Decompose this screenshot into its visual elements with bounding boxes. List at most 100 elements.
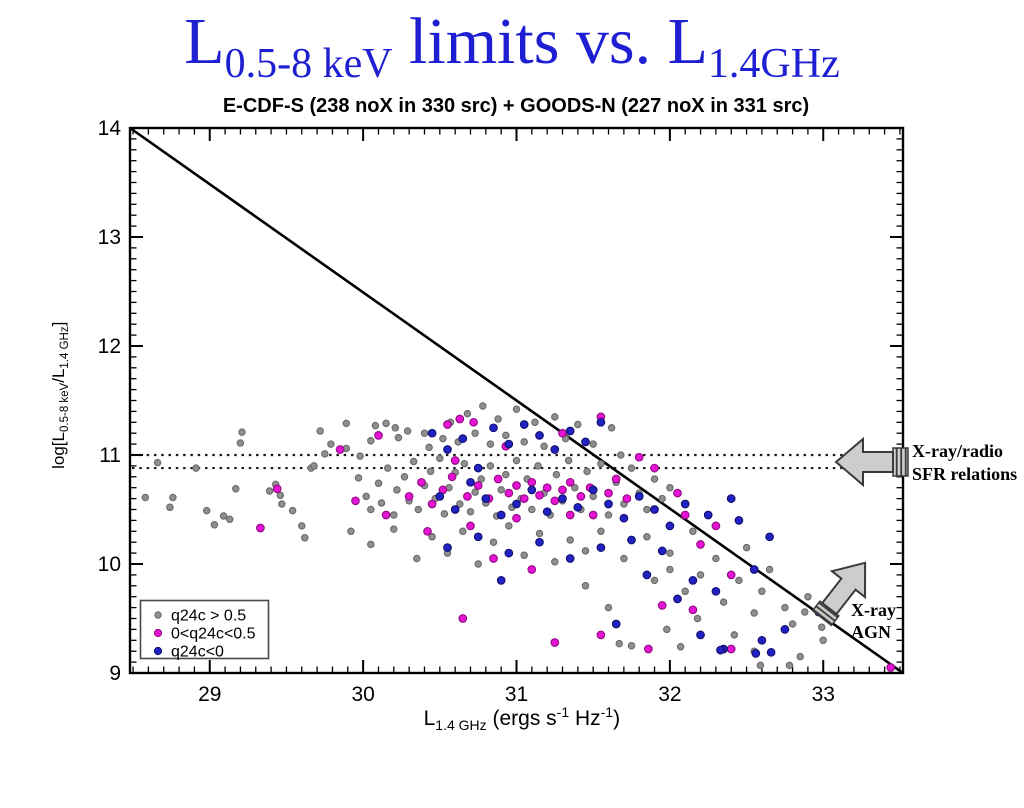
data-point (512, 513, 521, 523)
y-tick-label: 11 (99, 444, 121, 467)
y-tick-label: 14 (98, 117, 122, 140)
data-point (374, 431, 383, 440)
data-point (711, 521, 721, 531)
x-tick-label: 30 (351, 683, 374, 706)
data-point (232, 485, 240, 493)
data-point (788, 620, 797, 628)
data-point (404, 492, 414, 501)
data-point (781, 603, 789, 612)
data-point (531, 418, 539, 427)
data-point (496, 576, 506, 585)
data-point (473, 463, 483, 473)
data-point (276, 491, 285, 500)
data-point (596, 543, 606, 552)
data-point (502, 431, 510, 440)
data-point (382, 419, 390, 428)
data-point (566, 536, 574, 544)
data-point (512, 405, 521, 413)
data-point (450, 505, 460, 514)
data-point (565, 510, 575, 520)
data-point (801, 608, 809, 616)
data-point (265, 487, 274, 495)
data-point (576, 492, 586, 501)
data-point (597, 459, 605, 468)
data-point (367, 437, 375, 445)
data-point (588, 485, 598, 495)
data-point (588, 510, 598, 520)
data-point (673, 594, 682, 604)
data-point (607, 424, 616, 432)
data-point (643, 505, 651, 514)
data-point (427, 499, 437, 509)
data-point (436, 454, 444, 463)
data-point (558, 428, 567, 438)
data-point (749, 565, 759, 574)
data-point (420, 429, 429, 437)
data-point (644, 644, 653, 654)
data-point (756, 661, 765, 670)
data-point (502, 470, 510, 479)
data-point (819, 636, 827, 645)
data-point (535, 537, 544, 547)
data-point (527, 477, 537, 487)
data-point (657, 601, 667, 610)
data-point (627, 535, 636, 545)
data-point (458, 434, 468, 443)
data-point (620, 554, 628, 563)
data-point (527, 485, 537, 495)
data-point (681, 587, 689, 596)
data-point (604, 511, 613, 519)
data-point (619, 513, 629, 523)
data-point (443, 445, 452, 454)
data-point (413, 554, 421, 563)
x-tick-label: 32 (658, 683, 681, 706)
data-point (347, 527, 355, 536)
data-point (512, 481, 521, 490)
data-point (256, 523, 265, 533)
data-point (489, 423, 498, 433)
legend-marker (153, 646, 163, 656)
data-point (504, 548, 514, 558)
data-point (758, 587, 766, 596)
data-point (535, 529, 544, 538)
data-point (278, 500, 286, 508)
title-main-1: L (184, 5, 225, 78)
data-point (550, 638, 560, 647)
data-point (512, 456, 521, 465)
data-point (225, 515, 234, 524)
data-point (634, 492, 644, 501)
y-tick-label: 13 (98, 226, 121, 249)
series-0-q24c-0-5 (256, 412, 896, 672)
data-point (481, 494, 491, 503)
data-point (327, 440, 335, 448)
data-point (496, 510, 506, 520)
data-point (604, 499, 613, 509)
data-point (657, 546, 667, 556)
data-point (469, 417, 478, 427)
data-point (750, 609, 758, 617)
data-point (504, 488, 514, 498)
data-point (689, 527, 697, 536)
data-point (712, 554, 720, 563)
data-point (471, 429, 479, 437)
data-point (374, 479, 383, 488)
data-point (622, 494, 632, 503)
data-point (726, 644, 736, 654)
data-point (335, 445, 345, 454)
data-point (210, 521, 219, 529)
data-point (426, 467, 435, 476)
data-point (486, 440, 495, 448)
data-point (192, 464, 200, 472)
data-point (726, 494, 736, 503)
x-tick-label: 31 (505, 683, 528, 706)
legend-marker (153, 628, 163, 638)
legend-label: q24c<0 (171, 644, 224, 661)
data-point (166, 503, 174, 512)
data-point (650, 463, 659, 473)
data-point (676, 643, 685, 651)
data-point (236, 439, 245, 447)
data-point (519, 420, 529, 429)
data-point (658, 494, 666, 503)
